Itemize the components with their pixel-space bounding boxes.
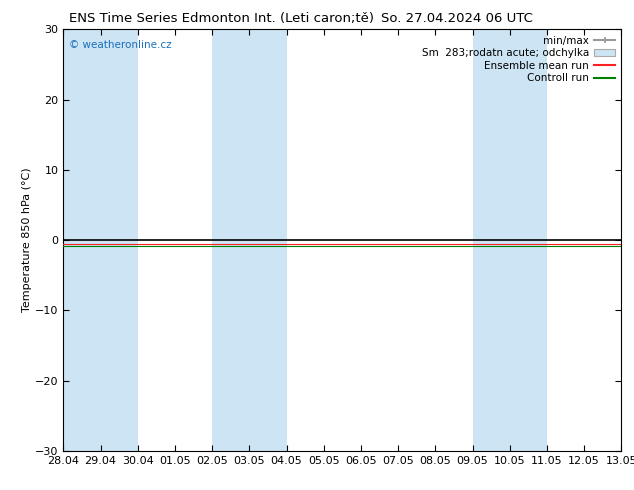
Text: © weatheronline.cz: © weatheronline.cz: [69, 40, 172, 50]
Bar: [472, 29, 510, 451]
Legend: min/max, Sm  283;rodatn acute; odchylka, Ensemble mean run, Controll run: min/max, Sm 283;rodatn acute; odchylka, …: [418, 31, 619, 88]
Bar: [510, 29, 547, 451]
Y-axis label: Temperature 850 hPa (°C): Temperature 850 hPa (°C): [22, 168, 32, 313]
Bar: [101, 29, 138, 451]
Bar: [249, 29, 287, 451]
Bar: [63, 29, 101, 451]
Text: ENS Time Series Edmonton Int. (Leti caron;tě): ENS Time Series Edmonton Int. (Leti caro…: [69, 12, 375, 25]
Text: So. 27.04.2024 06 UTC: So. 27.04.2024 06 UTC: [380, 12, 533, 25]
Bar: [212, 29, 249, 451]
